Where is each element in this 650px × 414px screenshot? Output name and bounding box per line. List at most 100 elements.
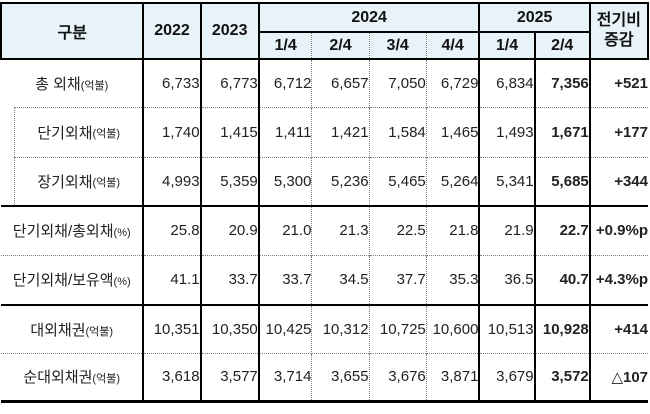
cell-2023: 1,415 [200,106,260,157]
header-cell-2024-q2: 2/4 [311,32,370,60]
unit-label: (%) [113,276,131,289]
cell-2024-q3: 3,676 [369,352,427,401]
cell-2024-q2: 21.3 [311,205,370,255]
external-debt-table: 구분 2022 2023 2024 2025 전기비 증감 1/4 2/4 3/4… [0,2,650,403]
header-change-line2: 증감 [604,32,634,49]
cell-2023: 10,350 [200,304,260,353]
table-row: 단기외채 (억불) 1,740 1,415 1,411 1,421 1,584 1… [1,106,648,157]
cell-change: +344 [589,156,648,206]
table-row: 총 외채(억불) 6,733 6,773 6,712 6,657 7,050 6… [1,58,648,107]
header-cell-2025-q1: 1/4 [479,32,536,60]
header-cell-2025-q2: 2/4 [534,32,591,60]
table-row: 단기외채/총외채(%) 25.8 20.9 21.0 21.3 22.5 21.… [1,205,648,255]
cell-2025-q2-highlight: 22.7 [534,205,591,255]
header-change-line1: 전기비 [596,12,641,29]
cell-2024-q3: 37.7 [369,254,427,305]
cell-2024-q3: 7,050 [369,58,427,107]
table-row: 대외채권(억불) 10,351 10,350 10,425 10,312 10,… [1,304,648,353]
cell-2022: 4,993 [143,156,202,206]
indent-box: 단기외채 (억불) [14,107,142,157]
cell-2024-q3: 10,725 [369,304,427,353]
cell-2024-q2: 5,236 [311,156,370,206]
header-cell-2024-group: 2024 [258,3,481,33]
cell-2023: 3,577 [200,352,260,401]
row-label: 대외채권 [30,321,86,339]
cell-change: +414 [589,304,648,353]
cell-change: △107 [589,352,648,401]
cell-2024-q2: 10,312 [311,304,370,353]
cell-2024-q2: 3,655 [311,352,370,401]
cell-2024-q4: 1,465 [426,106,481,157]
cell-2024-q1: 5,300 [258,156,313,206]
cell-2022: 6,733 [143,58,202,107]
unit-label: (억불) [80,80,109,92]
indent-box: 장기외채 (억불) [14,157,142,205]
row-label: 총 외채 [35,76,81,93]
unit-label: (억불) [92,176,121,189]
cell-2024-q4: 10,600 [426,304,481,353]
header-cell-2025-group: 2025 [479,3,591,33]
row-label-cell: 단기외채 (억불) [1,107,145,157]
unit-label: (억불) [92,127,121,140]
cell-2025-q2-highlight: 5,685 [534,156,591,206]
cell-2024-q3: 22.5 [369,205,427,255]
cell-2024-q4: 35.3 [426,254,481,305]
cell-2024-q1: 1,411 [258,106,313,157]
cell-2023: 5,359 [200,156,260,206]
cell-2025-q2-highlight: 7,356 [534,58,591,107]
header-row-quarters: 1/4 2/4 3/4 4/4 1/4 2/4 [1,32,648,60]
cell-2025-q1: 3,679 [479,352,536,401]
row-label-cell: 단기외채/총외채(%) [1,205,145,255]
cell-2022: 10,351 [143,304,202,353]
table-row: 장기외채 (억불) 4,993 5,359 5,300 5,236 5,465 5… [1,156,648,206]
row-label-cell: 단기외채/보유액(%) [1,254,145,305]
header-cell-2022: 2022 [143,3,202,60]
row-label: 순대외채권 [23,369,93,386]
cell-2022: 41.1 [143,254,202,305]
cell-2023: 20.9 [200,205,260,255]
row-label-cell: 순대외채권(억불) [1,352,145,401]
row-label: 단기외채/총외채 [12,223,114,241]
cell-2024-q1: 21.0 [258,205,313,255]
cell-2025-q2-highlight: 10,928 [534,304,591,353]
row-label: 장기외채 [37,174,93,191]
header-cell-2024-q4: 4/4 [426,32,481,60]
cell-2022: 1,740 [143,106,202,157]
cell-2025-q1: 36.5 [479,254,536,305]
table-row: 단기외채/보유액(%) 41.1 33.7 33.7 34.5 37.7 35.… [1,254,648,305]
row-label-cell: 총 외채(억불) [1,58,145,107]
cell-change: +521 [589,58,648,107]
cell-change: +0.9%p [589,205,648,255]
header-cell-2024-q1: 1/4 [258,32,313,60]
table-row: 순대외채권(억불) 3,618 3,577 3,714 3,655 3,676 … [1,352,648,401]
cell-2025-q1: 21.9 [479,205,536,255]
cell-2024-q1: 10,425 [258,304,313,353]
cell-2024-q4: 6,729 [426,58,481,107]
cell-2025-q2-highlight: 40.7 [534,254,591,305]
cell-2025-q1: 5,341 [479,156,536,206]
cell-2024-q2: 6,657 [311,58,370,107]
cell-2025-q2-highlight: 3,572 [534,352,591,401]
cell-change: +4.3%p [589,254,648,305]
unit-label: (%) [113,227,131,240]
cell-2024-q1: 3,714 [258,352,313,401]
cell-2025-q2-highlight: 1,671 [534,106,591,157]
cell-2024-q4: 5,264 [426,156,481,206]
cell-2024-q1: 6,712 [258,58,313,107]
cell-2024-q1: 33.7 [258,254,313,305]
row-label: 단기외채 [37,125,93,142]
cell-2022: 3,618 [143,352,202,401]
header-cell-category: 구분 [0,3,145,60]
cell-2025-q1: 1,493 [479,106,536,157]
row-label: 단기외채/보유액 [12,272,114,290]
cell-2025-q1: 6,834 [479,58,536,107]
cell-2024-q4: 3,871 [426,352,481,401]
cell-2024-q2: 34.5 [311,254,370,305]
header-cell-2024-q3: 3/4 [369,32,427,60]
cell-2024-q2: 1,421 [311,106,370,157]
cell-2024-q4: 21.8 [426,205,481,255]
row-label-cell: 장기외채 (억불) [1,157,145,206]
row-label-cell: 대외채권(억불) [1,304,145,353]
